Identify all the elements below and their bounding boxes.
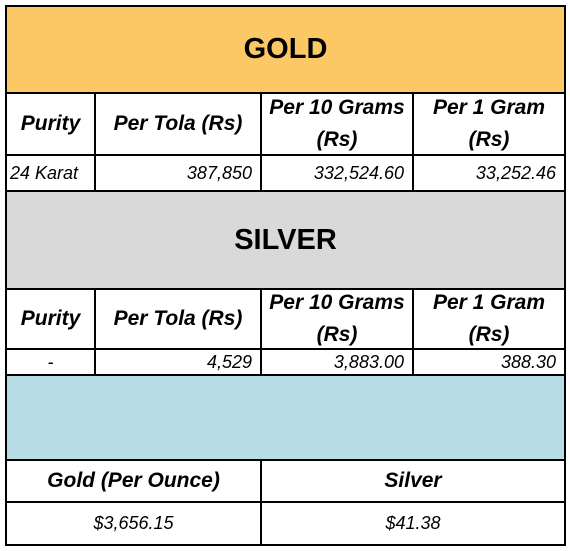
silver-header-row: Purity Per Tola (Rs) Per 10 Grams (Rs) P…: [7, 290, 564, 350]
silver-per-10-grams-value: 3,883.00: [262, 350, 414, 374]
gold-header-per-10-grams: Per 10 Grams (Rs): [262, 94, 414, 154]
gold-section-title: GOLD: [7, 7, 564, 94]
header-silver: Silver: [384, 469, 442, 492]
gold-title: GOLD: [243, 33, 328, 65]
international-header-row: Gold (Per Ounce) Silver: [7, 461, 564, 503]
gold-per-ounce-value: $3,656.15: [7, 503, 262, 544]
gold-per-10-grams-value: 332,524.60: [262, 156, 414, 190]
gold-value-row: 24 Karat 387,850 332,524.60 33,252.46: [7, 156, 564, 192]
gold-header-per-tola: Per Tola (Rs): [96, 94, 262, 154]
international-value-row: $3,656.15 $41.38: [7, 503, 564, 544]
gold-header-purity: Purity: [7, 94, 96, 154]
silver-value-row: - 4,529 3,883.00 388.30: [7, 350, 564, 376]
gold-header-per-1-gram: Per 1 Gram (Rs): [432, 96, 546, 151]
gold-per-1-gram-value: 33,252.46: [475, 162, 556, 183]
silver-header-per-10-grams: Per 10 Grams (Rs): [262, 290, 414, 348]
gold-purity-value: 24 Karat: [7, 156, 96, 190]
silver-purity-value: -: [7, 350, 96, 374]
silver-value: $41.38: [385, 513, 441, 533]
silver-per-tola-value: 4,529: [96, 350, 262, 374]
silver-header-per-tola: Per Tola (Rs): [96, 290, 262, 348]
silver-header-purity: Purity: [7, 290, 96, 348]
international-band: [7, 376, 564, 461]
silver-header-per-1-gram: Per 1 Gram (Rs): [432, 291, 546, 346]
rates-table: GOLD Purity Per Tola (Rs) Per 10 Grams (…: [5, 5, 566, 546]
silver-title: SILVER: [234, 223, 337, 256]
gold-per-tola-value: 387,850: [96, 156, 262, 190]
header-gold-per-ounce: Gold (Per Ounce): [7, 461, 262, 501]
gold-header-row: Purity Per Tola (Rs) Per 10 Grams (Rs) P…: [7, 94, 564, 156]
silver-per-1-gram-value: 388.30: [500, 351, 556, 372]
silver-section-title: SILVER: [7, 192, 564, 290]
